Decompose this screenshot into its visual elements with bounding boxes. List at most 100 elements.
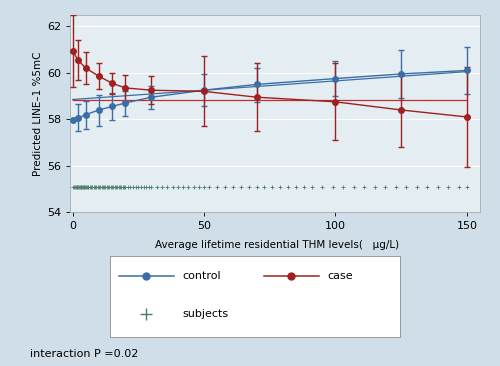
- Point: [71, 184, 79, 190]
- Point: [350, 184, 358, 190]
- Point: [118, 184, 126, 190]
- Point: [110, 184, 118, 190]
- Point: [129, 184, 137, 190]
- Point: [99, 184, 107, 190]
- Point: [455, 184, 463, 190]
- Point: [80, 184, 88, 190]
- Point: [83, 184, 91, 190]
- Point: [463, 184, 471, 190]
- Point: [382, 184, 390, 190]
- Point: [268, 184, 276, 190]
- Point: [106, 184, 114, 190]
- Point: [76, 184, 84, 190]
- Point: [103, 184, 111, 190]
- Point: [108, 184, 116, 190]
- Point: [70, 184, 78, 190]
- Point: [142, 184, 150, 190]
- Point: [76, 184, 84, 190]
- Point: [92, 184, 100, 190]
- Point: [72, 184, 80, 190]
- Point: [206, 184, 214, 190]
- Point: [329, 184, 337, 190]
- Point: [392, 184, 400, 190]
- Text: control: control: [182, 271, 221, 281]
- Point: [72, 184, 80, 190]
- Point: [371, 184, 379, 190]
- Point: [163, 184, 171, 190]
- Y-axis label: Predicted LINE–1 %5mC: Predicted LINE–1 %5mC: [32, 51, 42, 176]
- Point: [444, 184, 452, 190]
- Point: [121, 184, 129, 190]
- Point: [132, 184, 140, 190]
- Point: [100, 184, 108, 190]
- Point: [318, 184, 326, 190]
- Point: [152, 184, 160, 190]
- Point: [78, 184, 86, 190]
- Point: [106, 184, 114, 190]
- Point: [102, 184, 110, 190]
- Point: [174, 184, 182, 190]
- Point: [184, 184, 192, 190]
- Point: [308, 184, 316, 190]
- Point: [221, 184, 229, 190]
- Point: [74, 184, 82, 190]
- Point: [137, 184, 145, 190]
- Point: [110, 184, 118, 190]
- Point: [300, 184, 308, 190]
- Point: [82, 184, 90, 190]
- Point: [148, 184, 156, 190]
- Text: Average lifetime residential THM levels(   μg/L): Average lifetime residential THM levels(…: [156, 240, 400, 250]
- Point: [90, 184, 98, 190]
- Point: [190, 184, 198, 190]
- Point: [200, 184, 208, 190]
- Point: [120, 184, 128, 190]
- Point: [134, 184, 142, 190]
- Point: [74, 184, 82, 190]
- Point: [81, 184, 89, 190]
- Point: [145, 184, 153, 190]
- Point: [86, 184, 94, 190]
- Point: [360, 184, 368, 190]
- Point: [244, 184, 252, 190]
- Point: [140, 184, 147, 190]
- Point: [96, 184, 104, 190]
- Point: [260, 184, 268, 190]
- Point: [114, 184, 122, 190]
- Point: [84, 184, 92, 190]
- Point: [158, 184, 166, 190]
- Point: [168, 184, 176, 190]
- Point: [179, 184, 187, 190]
- Point: [98, 184, 106, 190]
- Point: [94, 184, 102, 190]
- Point: [80, 184, 88, 190]
- Point: [229, 184, 237, 190]
- Point: [70, 184, 78, 190]
- Point: [84, 184, 92, 190]
- Point: [88, 184, 96, 190]
- Text: case: case: [328, 271, 353, 281]
- Point: [104, 184, 112, 190]
- Point: [340, 184, 347, 190]
- Text: interaction P =0.02: interaction P =0.02: [30, 349, 138, 359]
- Point: [402, 184, 410, 190]
- Point: [87, 184, 95, 190]
- Point: [276, 184, 284, 190]
- Point: [434, 184, 442, 190]
- Point: [114, 184, 122, 190]
- Text: subjects: subjects: [182, 309, 228, 319]
- Point: [284, 184, 292, 190]
- Point: [78, 184, 86, 190]
- Point: [117, 184, 125, 190]
- Point: [237, 184, 245, 190]
- Point: [292, 184, 300, 190]
- Point: [124, 184, 132, 190]
- Point: [75, 184, 83, 190]
- Point: [126, 184, 134, 190]
- Point: [95, 184, 103, 190]
- Point: [91, 184, 99, 190]
- Point: [424, 184, 432, 190]
- Point: [252, 184, 260, 190]
- Point: [79, 184, 87, 190]
- Point: [116, 184, 124, 190]
- Point: [413, 184, 421, 190]
